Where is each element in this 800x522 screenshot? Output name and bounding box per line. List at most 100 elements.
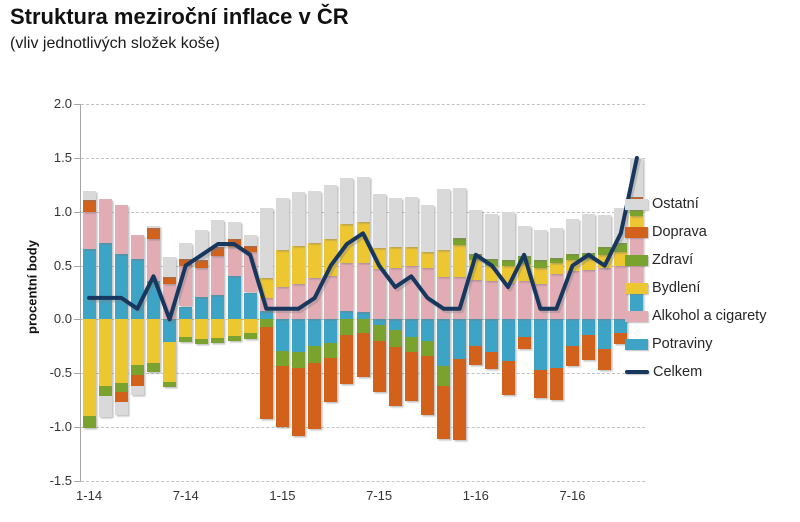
bar-segment-doprava bbox=[308, 362, 322, 430]
bar-segment-potraviny bbox=[437, 319, 451, 366]
bar-segment-potraviny bbox=[243, 292, 257, 320]
y-axis-tick bbox=[74, 104, 80, 105]
bar-segment-ostatni bbox=[98, 395, 112, 418]
bar-segment-ostatni bbox=[453, 188, 467, 238]
bar-segment-ostatni bbox=[388, 197, 402, 248]
bar-segment-bydleni bbox=[372, 248, 386, 269]
legend-label: Celkem bbox=[653, 364, 703, 380]
total-line bbox=[87, 155, 639, 322]
bar-segment-zdravi bbox=[211, 337, 225, 344]
bar-segment-ostatni bbox=[179, 242, 193, 260]
y-axis-tick bbox=[74, 157, 80, 159]
bar-segment-alkohol-a-cigarety bbox=[372, 268, 386, 320]
bar-segment-potraviny bbox=[292, 319, 306, 352]
gridline-1.5 bbox=[81, 157, 645, 159]
bar-segment-alkohol-a-cigarety bbox=[324, 276, 338, 320]
bar-segment-alkohol-a-cigarety bbox=[227, 247, 241, 277]
bar-segment-zdravi bbox=[114, 382, 128, 392]
y-axis-line bbox=[80, 104, 81, 482]
bar-segment-bydleni bbox=[388, 247, 402, 268]
bar-segment-doprava bbox=[388, 347, 402, 406]
bar-segment-alkohol-a-cigarety bbox=[582, 269, 596, 320]
bar-segment-doprava bbox=[82, 199, 96, 212]
gridline--1.0 bbox=[81, 427, 645, 429]
bar-segment-potraviny bbox=[98, 242, 112, 320]
legend-label: Bydlení bbox=[652, 280, 701, 296]
bar-segment-bydleni bbox=[292, 246, 306, 284]
bar-segment-alkohol-a-cigarety bbox=[469, 279, 483, 320]
bar-segment-bydleni bbox=[356, 222, 370, 264]
bar-segment-ostatni bbox=[292, 192, 306, 247]
bar-segment-alkohol-a-cigarety bbox=[517, 280, 531, 320]
bar-segment-alkohol-a-cigarety bbox=[147, 238, 160, 281]
y-axis-tick bbox=[74, 319, 80, 321]
bar-segment-doprava bbox=[501, 361, 515, 395]
bar-segment-bydleni bbox=[98, 319, 112, 387]
bar-segment-potraviny bbox=[275, 319, 289, 351]
bar-segment-bydleni bbox=[630, 216, 644, 229]
bar-segment-doprava bbox=[179, 259, 193, 266]
bar-segment-ostatni bbox=[243, 235, 257, 247]
bar-segment-doprava bbox=[340, 334, 354, 385]
legend-label: Doprava bbox=[652, 224, 707, 240]
bar-segment-ostatni bbox=[163, 256, 177, 278]
bar-segment-potraviny bbox=[114, 253, 128, 320]
bar-segment-potraviny bbox=[356, 311, 370, 320]
bar-segment-ostatni bbox=[227, 222, 241, 239]
bar-segment-zdravi bbox=[533, 260, 547, 268]
chart-title: Struktura meziroční inflace v ČR bbox=[10, 4, 349, 29]
bar-segment-alkohol-a-cigarety bbox=[275, 287, 289, 320]
bar-segment-zdravi bbox=[372, 324, 386, 341]
legend-item-potraviny: Potraviny bbox=[625, 330, 766, 358]
bar-segment-potraviny bbox=[340, 310, 354, 320]
legend-line-swatch bbox=[625, 370, 649, 374]
chart-header: Struktura meziroční inflace v ČR (vliv j… bbox=[10, 4, 630, 53]
bar-segment-ostatni bbox=[437, 189, 451, 251]
bar-segment-ostatni bbox=[501, 211, 515, 261]
bar-segment-potraviny bbox=[308, 319, 322, 347]
legend-color-swatch bbox=[625, 282, 648, 294]
bar-segment-ostatni bbox=[404, 196, 418, 248]
bar-segment-bydleni bbox=[614, 251, 628, 266]
bar-segment-zdravi bbox=[82, 416, 96, 429]
y-axis-tick bbox=[74, 373, 80, 375]
total-line-layer bbox=[87, 155, 641, 324]
bar-segment-bydleni bbox=[147, 319, 160, 363]
bar-segment-bydleni bbox=[82, 319, 96, 417]
bar-segment-doprava bbox=[469, 346, 483, 365]
bar-segment-ostatni bbox=[582, 213, 596, 253]
bar-segment-ostatni bbox=[275, 197, 289, 251]
bar-segment-zdravi bbox=[275, 350, 289, 366]
bar-segment-doprava bbox=[259, 326, 273, 419]
bar-segment-zdravi bbox=[243, 333, 257, 339]
bar-segment-doprava bbox=[582, 334, 596, 361]
bar-segment-potraviny bbox=[420, 319, 434, 341]
legend-color-swatch bbox=[625, 310, 648, 322]
bar-segment-doprava bbox=[517, 336, 531, 349]
bar-segment-potraviny bbox=[227, 276, 241, 320]
bar-segment-zdravi bbox=[292, 351, 306, 368]
legend-label: Ostatní bbox=[652, 196, 699, 212]
bar-segment-ostatni bbox=[549, 227, 563, 259]
bar-segment-potraviny bbox=[517, 319, 531, 337]
bar-segment-doprava bbox=[372, 340, 386, 392]
bar-segment-ostatni bbox=[114, 402, 128, 416]
bar-segment-doprava bbox=[598, 348, 612, 371]
bar-segment-bydleni bbox=[227, 319, 241, 336]
x-tick-label: 1-15 bbox=[269, 488, 296, 503]
bar-segment-potraviny bbox=[533, 319, 547, 371]
legend-item-alkohol-a-cigarety: Alkohol a cigarety bbox=[625, 302, 766, 330]
bar-segment-zdravi bbox=[437, 365, 451, 387]
legend-item-doprava: Doprava bbox=[625, 218, 766, 246]
bar-segment-doprava bbox=[211, 247, 225, 256]
bar-segment-doprava bbox=[485, 351, 499, 369]
legend-item-celkem: Celkem bbox=[625, 358, 766, 386]
bar-segment-potraviny bbox=[195, 296, 209, 320]
bar-segment-alkohol-a-cigarety bbox=[614, 265, 628, 320]
bar-segment-potraviny bbox=[549, 319, 563, 368]
y-tick-label: -1.0 bbox=[49, 419, 72, 435]
bar-segment-zdravi bbox=[420, 340, 434, 357]
bar-segment-zdravi bbox=[130, 364, 144, 376]
bar-segment-zdravi bbox=[404, 336, 418, 352]
